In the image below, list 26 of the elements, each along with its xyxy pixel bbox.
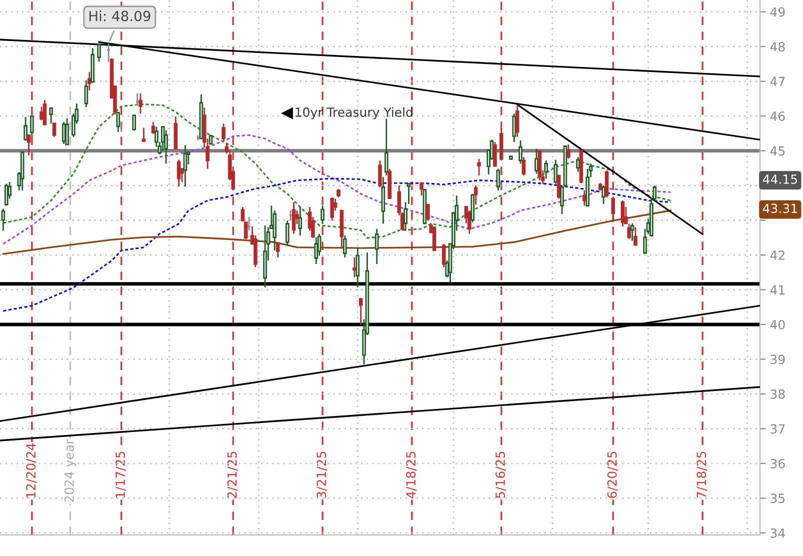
y-tick-label: 38 <box>770 389 785 399</box>
y-tick-label: 40 <box>770 320 785 330</box>
x-tick-label: 5/16/25 <box>496 452 506 498</box>
y-tick-label: 42 <box>770 250 784 260</box>
x-tick-label: 7/18/25 <box>696 452 708 498</box>
x-tick-label: 4/18/25 <box>406 452 417 498</box>
text: 44.15 <box>762 174 797 184</box>
x-tick-label: 3/21/25 <box>316 452 328 498</box>
y-tick-label: 37 <box>770 424 785 434</box>
y-tick-label: 35 <box>770 494 785 504</box>
y-tick-label: 41 <box>770 285 784 294</box>
y-tick-label: 45 <box>770 146 785 156</box>
ref-line-label: 2024 year <box>64 439 76 502</box>
y-tick-label: 47 <box>770 76 785 86</box>
y-tick-label: 48 <box>770 42 785 52</box>
x-tick-label: 12/20/24 <box>26 443 37 498</box>
y-tick-label: 34 <box>770 528 785 538</box>
y-tick-label: 46 <box>770 112 785 121</box>
x-tick-label: 1/17/25 <box>116 452 126 498</box>
x-tick-label: 2/21/25 <box>227 452 238 498</box>
x-tick-label: 6/20/25 <box>607 452 618 498</box>
text: 43.31 <box>762 204 797 214</box>
y-tick-label: 36 <box>770 458 785 468</box>
y-tick-label: 49 <box>770 7 785 17</box>
y-tick-label: 39 <box>770 354 785 364</box>
annotation: Hi: 48.09 <box>89 10 150 22</box>
